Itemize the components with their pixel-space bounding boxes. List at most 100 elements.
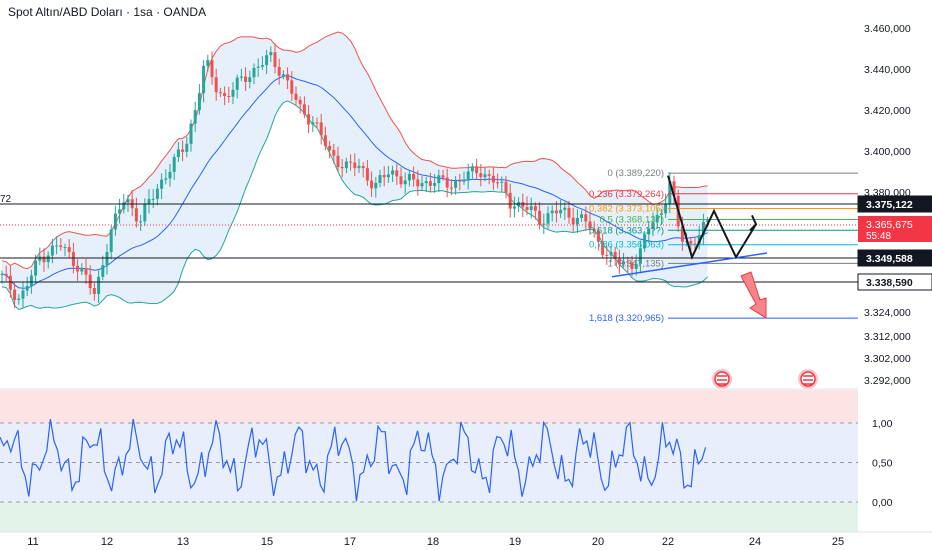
fib-label-0.236: 0,236 (3.379,264) — [589, 189, 664, 200]
candle-body — [256, 66, 260, 68]
candle-body — [277, 67, 281, 76]
candle-body — [151, 198, 155, 200]
fib-label-0.5: 0,5 (3.368,137) — [600, 215, 664, 226]
candle-body — [630, 262, 634, 269]
candle-body — [126, 199, 130, 203]
candle-body — [487, 174, 491, 176]
candle-body — [189, 123, 193, 144]
candle-body — [588, 221, 592, 229]
candle-body — [336, 155, 340, 168]
oscillator-tick-label: 0,50 — [872, 458, 893, 470]
candle-body — [214, 77, 218, 93]
candle-body — [613, 252, 617, 259]
candle-body — [449, 187, 453, 189]
candle-body — [181, 149, 185, 152]
candle-body — [550, 210, 554, 214]
candle-body — [462, 180, 466, 182]
candle-body — [361, 165, 365, 169]
candle-body — [193, 110, 197, 124]
candle-body — [311, 122, 315, 125]
oscillator-line — [0, 418, 707, 502]
candle-body — [475, 166, 479, 174]
candle-body — [71, 252, 75, 266]
candle-body — [643, 234, 647, 249]
fib-label-1.618: 1,618 (3.320,965) — [589, 313, 664, 324]
candle-body — [164, 178, 168, 180]
price-tag-label-2: 3.349,588 — [866, 253, 913, 265]
candle-body — [567, 207, 571, 218]
candle-body — [168, 171, 172, 179]
candle-body — [172, 157, 176, 172]
time-tick-label: 25 — [832, 536, 844, 548]
candle-body — [139, 221, 143, 223]
price-tick-label: 3.400,000 — [864, 146, 911, 158]
time-tick-label: 24 — [749, 536, 761, 548]
candle-body — [638, 248, 642, 264]
candle-body — [302, 104, 306, 115]
candle-body — [88, 274, 92, 289]
candle-body — [328, 145, 332, 151]
candle-body — [529, 206, 533, 210]
candle-body — [29, 275, 33, 287]
left-cut-label: 72 — [0, 194, 12, 205]
chart-title: Spot Altın/ABD Doları · 1sa · OANDA — [8, 5, 207, 19]
price-tick-label: 3.460,000 — [864, 23, 911, 35]
candle-body — [143, 204, 147, 222]
candle-body — [466, 171, 470, 181]
candle-body — [584, 214, 588, 222]
candle-body — [609, 252, 613, 256]
candle-body — [391, 170, 395, 175]
price-pane: 72 0 (3.389,220) 0,236 (3.379,264) 0,382 (3… — [0, 31, 858, 389]
candle-body — [244, 76, 248, 83]
candle-body — [105, 252, 109, 266]
candle-body — [332, 150, 336, 156]
time-tick-label: 13 — [177, 536, 189, 548]
current-price-label: 3.365,675 — [866, 219, 913, 231]
candle-body — [42, 256, 46, 263]
countdown-label: 55:48 — [866, 231, 891, 242]
candle-body — [227, 95, 231, 97]
candle-body — [651, 222, 655, 229]
candle-body — [626, 261, 630, 263]
candle-body — [315, 122, 319, 124]
candle-body — [340, 167, 344, 169]
candle-body — [508, 192, 512, 209]
time-tick-label: 18 — [427, 536, 439, 548]
fib-label-0.382: 0,382 (3.373,105) — [589, 203, 664, 214]
candle-body — [580, 214, 584, 218]
candle-body — [323, 135, 327, 146]
candle-body — [399, 176, 403, 185]
candle-body — [496, 182, 500, 184]
candle-body — [223, 93, 227, 96]
candle-body — [4, 273, 8, 276]
oscillator-overbought-zone — [0, 390, 858, 423]
candle-body — [239, 76, 243, 78]
projection-arrowhead — [749, 214, 758, 232]
candle-body — [155, 188, 159, 199]
candle-body — [546, 213, 550, 224]
candle-body — [559, 209, 563, 214]
time-tick-label: 20 — [592, 536, 604, 548]
candle-body — [680, 226, 684, 242]
fib-label-1: 1 (3.347,135) — [607, 258, 664, 269]
oscillator-pane — [0, 388, 932, 532]
time-tick-label: 11 — [27, 536, 38, 548]
candle-body — [601, 241, 605, 255]
price-tick-label: 3.440,000 — [864, 64, 911, 76]
trend-line — [611, 252, 768, 278]
candle-body — [50, 245, 54, 256]
candle-body — [689, 241, 693, 244]
candle-body — [286, 74, 290, 81]
candle-body — [176, 149, 180, 158]
fib-label-0.786: 0,786 (3.356,063) — [589, 240, 664, 251]
candle-body — [46, 255, 50, 263]
candle-body — [382, 175, 386, 178]
price-tick-label: 3.420,000 — [864, 105, 911, 117]
candle-body — [13, 289, 17, 300]
candle-body — [403, 180, 407, 185]
candle-body — [365, 168, 369, 181]
candle-body — [407, 173, 411, 181]
candle-body — [113, 213, 117, 230]
time-tick-label: 19 — [509, 536, 521, 548]
